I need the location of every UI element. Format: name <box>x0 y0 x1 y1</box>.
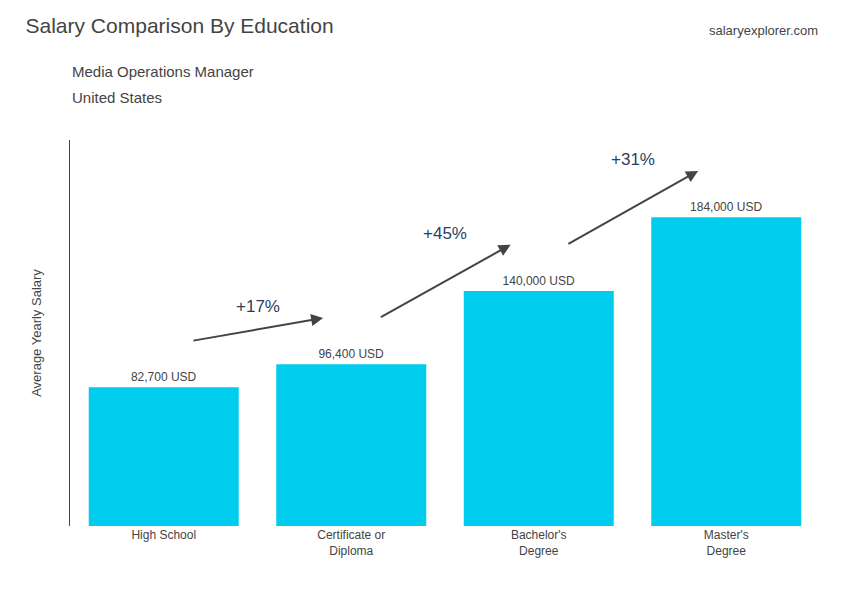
svg-text:184,000 USD: 184,000 USD <box>690 200 762 214</box>
svg-text:96,400 USD: 96,400 USD <box>318 347 384 361</box>
svg-text:salaryexplorer.com: salaryexplorer.com <box>709 23 818 38</box>
svg-text:United States: United States <box>72 89 162 106</box>
svg-text:Certificate orDiploma: Certificate orDiploma <box>317 528 385 558</box>
svg-text:Average Yearly Salary: Average Yearly Salary <box>29 269 44 397</box>
svg-text:+17%: +17% <box>236 297 280 316</box>
svg-text:+31%: +31% <box>611 150 655 169</box>
svg-text:+45%: +45% <box>423 224 467 243</box>
svg-text:Bachelor'sDegree: Bachelor'sDegree <box>511 528 567 558</box>
svg-text:Media Operations Manager: Media Operations Manager <box>72 63 254 80</box>
svg-text:High School: High School <box>131 528 196 542</box>
svg-text:82,700 USD: 82,700 USD <box>131 370 197 384</box>
svg-text:140,000 USD: 140,000 USD <box>503 274 575 288</box>
svg-text:Salary Comparison By Education: Salary Comparison By Education <box>26 14 334 37</box>
svg-text:Master'sDegree: Master'sDegree <box>704 528 749 558</box>
